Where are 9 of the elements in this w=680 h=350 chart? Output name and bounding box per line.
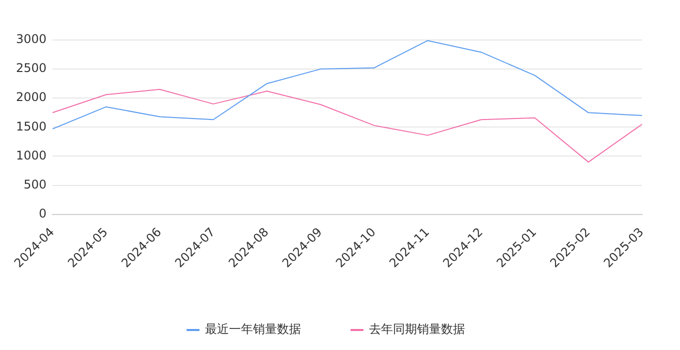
- y-tick-label: 1000: [16, 148, 47, 162]
- y-tick-label: 2000: [16, 90, 47, 104]
- y-tick-label: 3000: [16, 32, 47, 46]
- legend-label: 去年同期销量数据: [369, 322, 465, 336]
- y-tick-label: 0: [38, 206, 47, 220]
- legend-label: 最近一年销量数据: [205, 322, 301, 336]
- y-tick-label: 1500: [16, 119, 47, 134]
- y-tick-label: 2500: [16, 61, 47, 76]
- y-tick-label: 500: [24, 177, 47, 192]
